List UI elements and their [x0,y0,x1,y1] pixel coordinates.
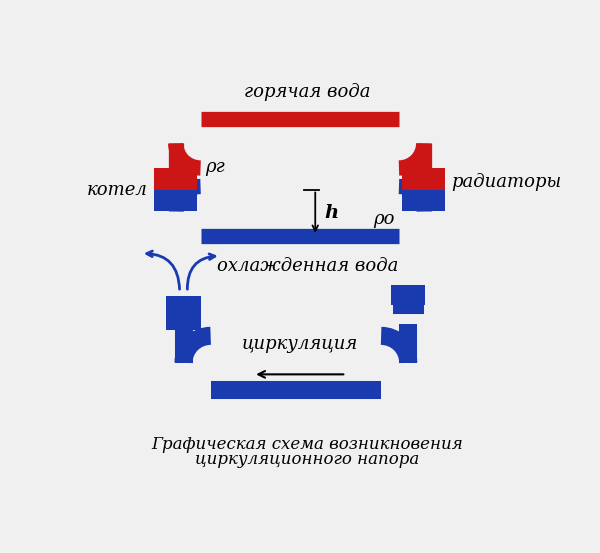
Text: циркуляционного напора: циркуляционного напора [196,451,419,468]
Text: h: h [325,204,338,222]
Text: ρг: ρг [205,158,225,176]
Text: Графическая схема возникновения: Графическая схема возникновения [152,436,463,453]
Text: охлажденная вода: охлажденная вода [217,257,398,275]
Text: горячая вода: горячая вода [244,84,371,101]
Bar [154,190,197,211]
Text: ρо: ρо [373,210,394,228]
Text: котел: котел [87,181,148,199]
Text: циркуляция: циркуляция [242,335,358,353]
Bar [402,190,445,211]
Bar [154,168,197,190]
Bar [166,296,200,330]
Bar [402,168,445,190]
Text: радиаторы: радиаторы [452,173,562,191]
Bar [391,285,425,305]
